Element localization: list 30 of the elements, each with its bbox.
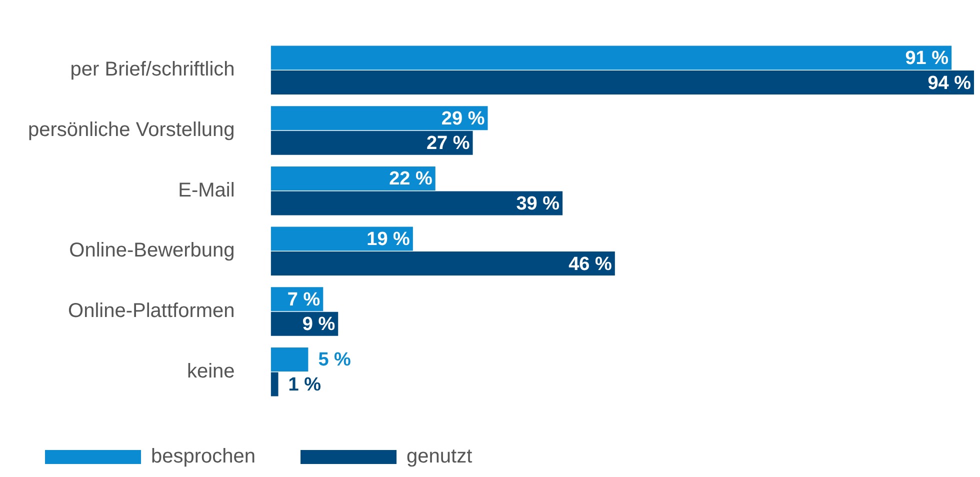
data-label: 1 % [288,374,322,396]
data-label: 22 % [389,168,432,190]
bar [270,347,308,372]
bar [270,166,436,190]
data-label: 7 % [287,289,320,310]
y-tick-label: per Brief/schriftlich [70,58,235,81]
bar [270,106,488,130]
y-tick-label: Online-Plattformen [68,300,235,322]
y-tick-label: Online-Bewerbung [69,240,235,262]
bar [270,46,952,70]
data-label: 5 % [318,350,352,371]
legend-label: genutzt [406,446,473,468]
data-label: 9 % [302,314,336,336]
bar [270,130,473,155]
y-tick-label: E-Mail [178,179,235,202]
y-tick-label: persönliche Vorstellung [28,119,235,142]
data-label: 19 % [366,229,410,250]
bar [270,372,278,396]
data-label: 46 % [568,254,612,275]
data-label: 27 % [426,133,470,154]
data-label: 91 % [905,48,949,70]
data-label: 94 % [928,72,972,94]
bar [270,226,413,251]
legend-label: besprochen [151,446,256,468]
data-label: 29 % [441,108,485,130]
data-label: 39 % [516,193,560,214]
bar [270,191,563,216]
bar [270,252,615,276]
bar [270,70,974,95]
y-tick-label: keine [186,360,235,382]
